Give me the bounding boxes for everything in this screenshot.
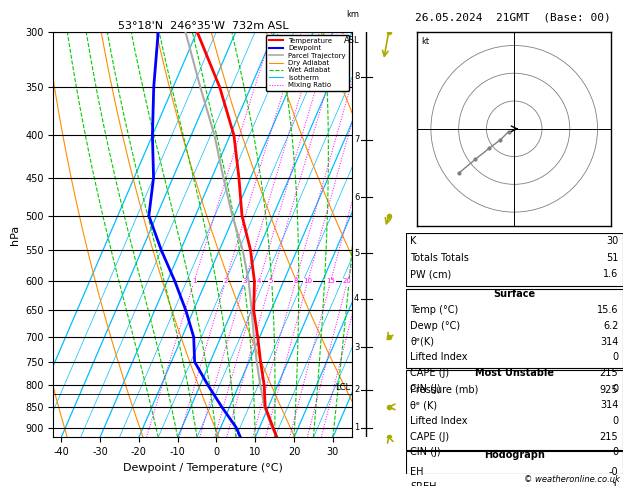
Text: Surface: Surface bbox=[493, 289, 535, 298]
Text: Totals Totals: Totals Totals bbox=[410, 253, 469, 262]
Title: 53°18'N  246°35'W  732m ASL: 53°18'N 246°35'W 732m ASL bbox=[118, 21, 288, 31]
Text: 5: 5 bbox=[354, 249, 359, 258]
Text: 51: 51 bbox=[606, 253, 618, 262]
Text: EH: EH bbox=[410, 467, 423, 477]
Text: ASL: ASL bbox=[343, 35, 359, 45]
Text: 925: 925 bbox=[599, 385, 618, 395]
Text: 3: 3 bbox=[354, 343, 359, 351]
Text: 4: 4 bbox=[257, 278, 262, 284]
Text: 8: 8 bbox=[293, 278, 298, 284]
Text: 6: 6 bbox=[354, 193, 359, 202]
Text: 215: 215 bbox=[599, 432, 618, 442]
Text: -0: -0 bbox=[609, 467, 618, 477]
Text: Lifted Index: Lifted Index bbox=[410, 352, 467, 363]
Text: Most Unstable: Most Unstable bbox=[475, 368, 554, 378]
Text: 314: 314 bbox=[600, 400, 618, 411]
Bar bbox=[406, 233, 623, 286]
Text: CAPE (J): CAPE (J) bbox=[410, 368, 449, 378]
Text: Lifted Index: Lifted Index bbox=[410, 416, 467, 426]
Bar bbox=[406, 370, 623, 450]
Y-axis label: hPa: hPa bbox=[9, 225, 19, 244]
Legend: Temperature, Dewpoint, Parcel Trajectory, Dry Adiabat, Wet Adiabat, Isotherm, Mi: Temperature, Dewpoint, Parcel Trajectory… bbox=[266, 35, 348, 91]
Text: 20: 20 bbox=[343, 278, 352, 284]
Text: 0: 0 bbox=[612, 448, 618, 457]
Text: 10: 10 bbox=[303, 278, 312, 284]
Text: LCL: LCL bbox=[335, 383, 350, 392]
Text: θᵉ(K): θᵉ(K) bbox=[410, 337, 434, 347]
Text: CAPE (J): CAPE (J) bbox=[410, 432, 449, 442]
Text: Pressure (mb): Pressure (mb) bbox=[410, 385, 479, 395]
Bar bbox=[406, 289, 623, 368]
Text: SREH: SREH bbox=[410, 482, 437, 486]
Text: θᵉ (K): θᵉ (K) bbox=[410, 400, 437, 411]
Text: 314: 314 bbox=[600, 337, 618, 347]
X-axis label: Dewpoint / Temperature (°C): Dewpoint / Temperature (°C) bbox=[123, 463, 283, 473]
Text: 30: 30 bbox=[606, 236, 618, 246]
Text: 0: 0 bbox=[612, 416, 618, 426]
Text: CIN (J): CIN (J) bbox=[410, 383, 441, 394]
Text: 2: 2 bbox=[354, 385, 359, 394]
Text: 4: 4 bbox=[354, 295, 359, 303]
Text: 1: 1 bbox=[354, 423, 359, 432]
Text: km: km bbox=[347, 10, 359, 19]
Text: PW (cm): PW (cm) bbox=[410, 269, 451, 279]
Text: 5: 5 bbox=[269, 278, 273, 284]
Text: 0: 0 bbox=[612, 352, 618, 363]
Text: 15.6: 15.6 bbox=[597, 306, 618, 315]
Text: Temp (°C): Temp (°C) bbox=[410, 306, 459, 315]
Text: 7: 7 bbox=[354, 135, 359, 144]
Text: 1: 1 bbox=[612, 482, 618, 486]
Text: kt: kt bbox=[421, 37, 429, 47]
Text: 6.2: 6.2 bbox=[603, 321, 618, 331]
Text: 15: 15 bbox=[326, 278, 335, 284]
Text: K: K bbox=[410, 236, 416, 246]
Text: 0: 0 bbox=[612, 383, 618, 394]
Text: 26.05.2024  21GMT  (Base: 00): 26.05.2024 21GMT (Base: 00) bbox=[415, 12, 611, 22]
Text: 215: 215 bbox=[599, 368, 618, 378]
Text: 1.6: 1.6 bbox=[603, 269, 618, 279]
Text: CIN (J): CIN (J) bbox=[410, 448, 441, 457]
Text: 2: 2 bbox=[223, 278, 228, 284]
Text: Hodograph: Hodograph bbox=[484, 450, 545, 460]
Bar bbox=[406, 451, 623, 474]
Text: 1: 1 bbox=[192, 278, 196, 284]
Text: 3: 3 bbox=[243, 278, 247, 284]
Text: Dewp (°C): Dewp (°C) bbox=[410, 321, 460, 331]
Text: 8: 8 bbox=[354, 72, 359, 81]
Text: © weatheronline.co.uk: © weatheronline.co.uk bbox=[524, 474, 620, 484]
